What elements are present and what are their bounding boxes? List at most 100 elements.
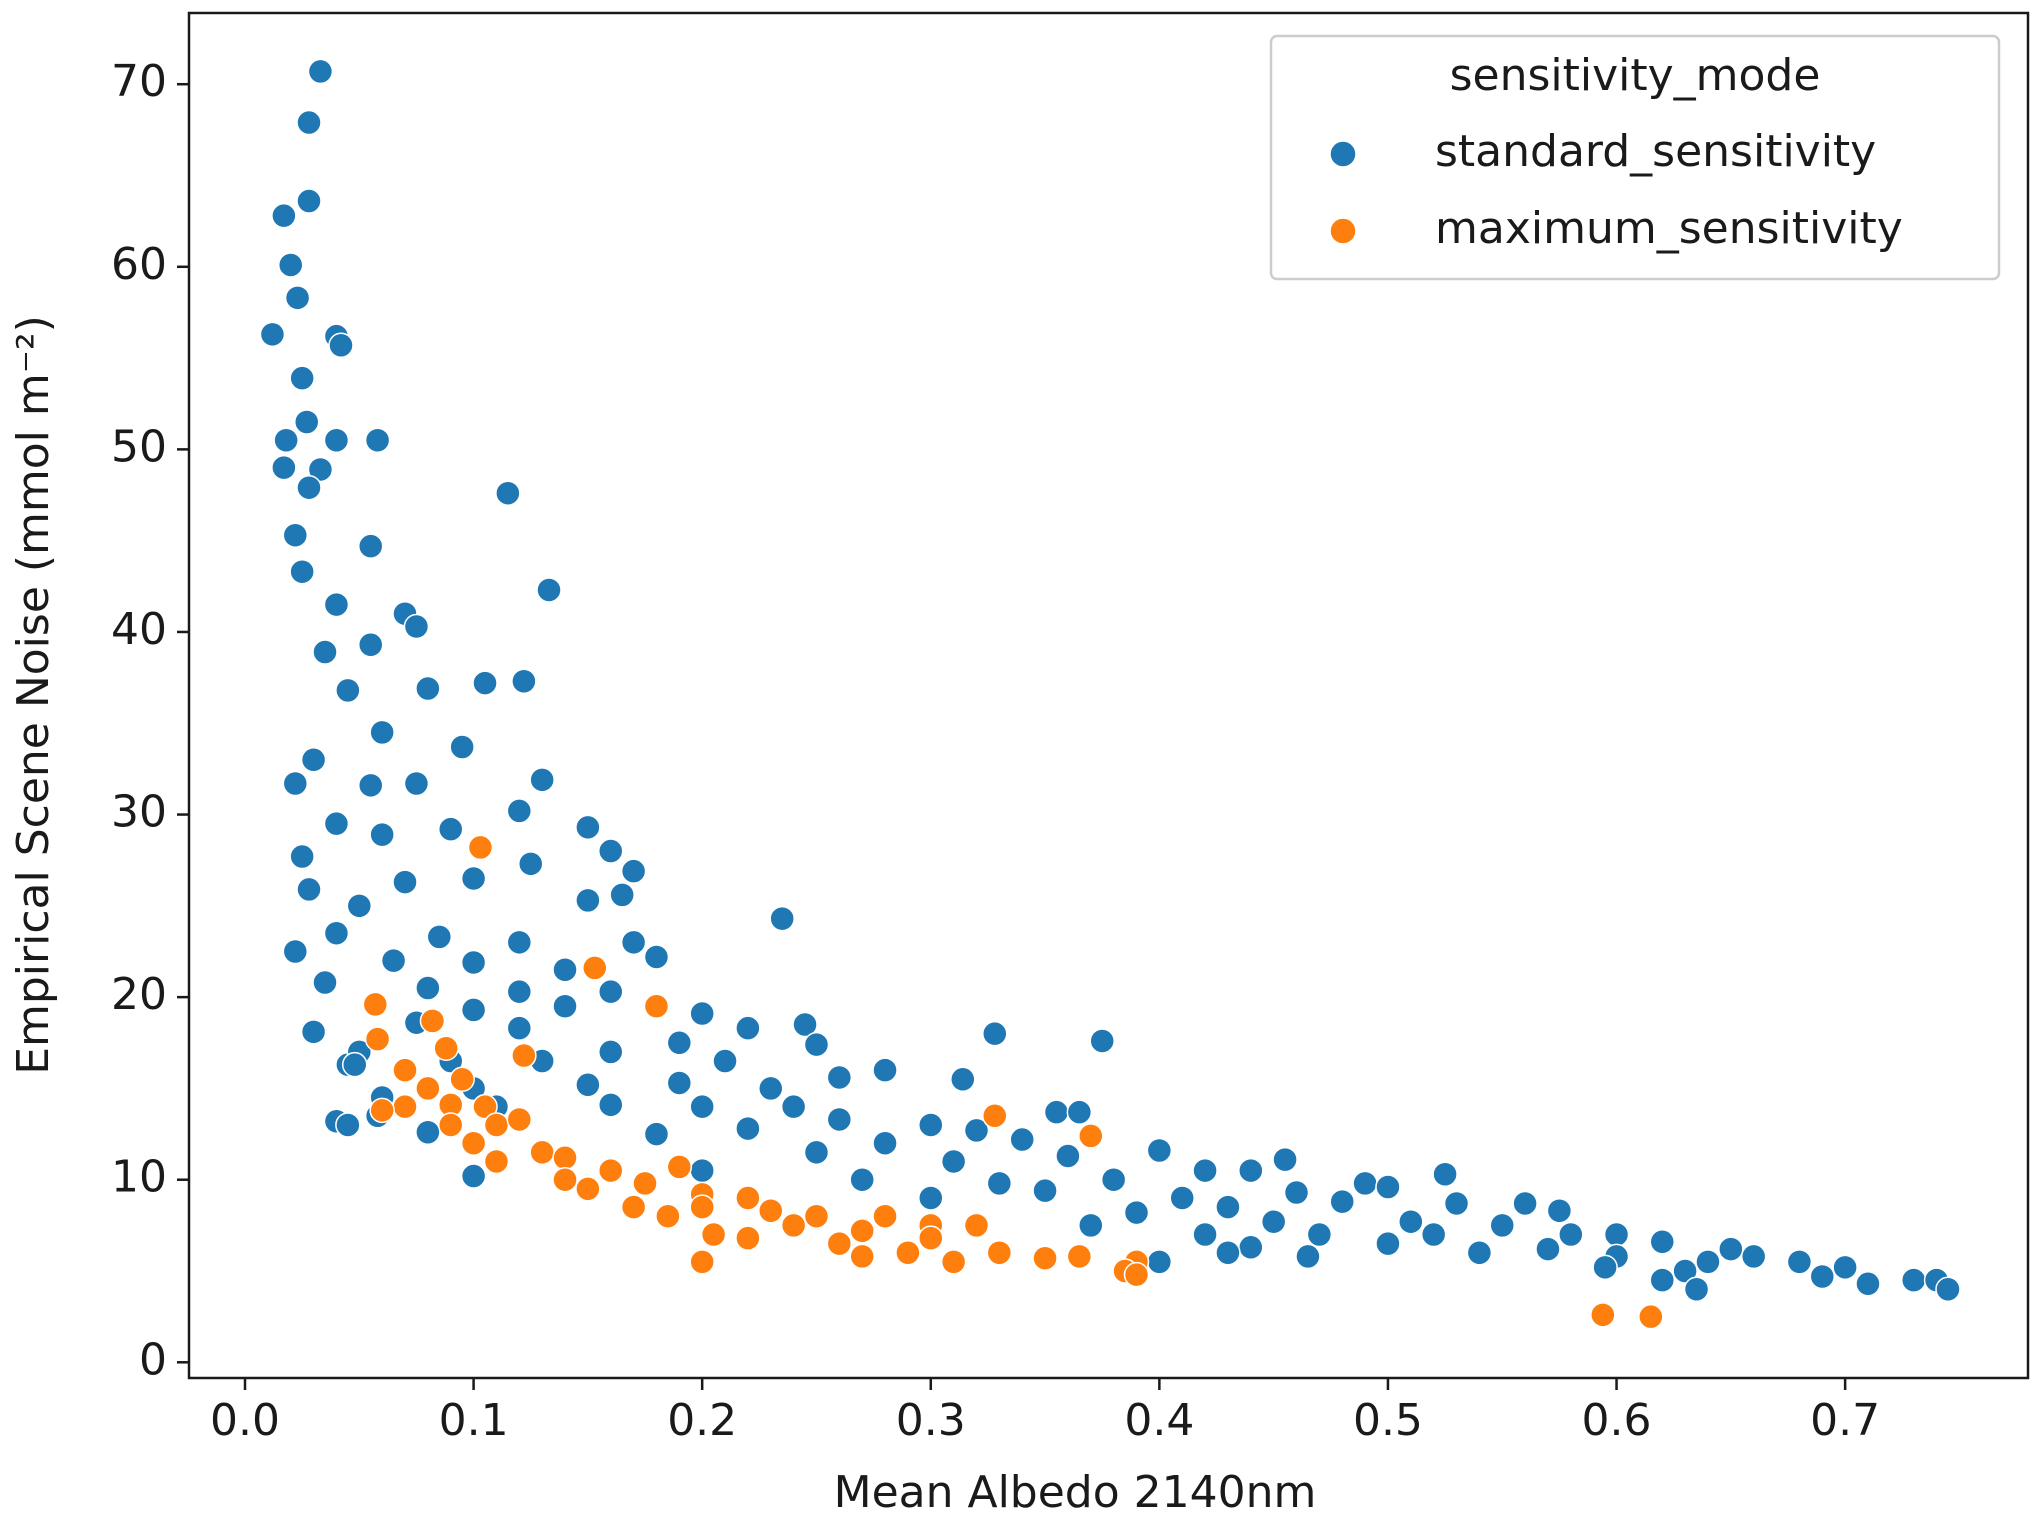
point (1123, 1261, 1150, 1288)
point (483, 1112, 510, 1138)
point (689, 1249, 715, 1275)
point (872, 1130, 898, 1156)
point (403, 770, 430, 797)
point (460, 1163, 487, 1189)
point (1089, 1028, 1115, 1054)
point (950, 1066, 976, 1093)
point (323, 920, 350, 946)
point (289, 843, 315, 870)
x-tick-label: 0.3 (896, 1395, 966, 1446)
point (511, 1042, 537, 1069)
x-tick-label: 0.5 (1353, 1395, 1423, 1446)
point (296, 876, 322, 903)
point (529, 767, 555, 793)
point (1375, 1230, 1401, 1257)
point (1512, 1190, 1538, 1217)
point (940, 1148, 967, 1175)
point (1100, 1166, 1127, 1193)
point (1192, 1157, 1218, 1184)
point (472, 1093, 498, 1120)
y-tick-label: 30 (111, 787, 167, 838)
legend-label: standard_sensitivity (1435, 126, 1876, 177)
point (1123, 1199, 1150, 1226)
point (1306, 1221, 1333, 1248)
point (1832, 1254, 1858, 1281)
point (323, 591, 350, 618)
point (426, 924, 453, 950)
legend-label: maximum_sensitivity (1435, 203, 1903, 254)
point (666, 1030, 693, 1056)
point (552, 1145, 578, 1171)
point (643, 944, 670, 970)
point (940, 1249, 967, 1275)
point (449, 734, 475, 760)
point (271, 202, 297, 229)
point (758, 1075, 784, 1102)
point (415, 1075, 441, 1102)
point (609, 882, 635, 908)
legend-box (1269, 34, 2001, 281)
point (1432, 1161, 1458, 1187)
point (963, 1117, 990, 1144)
point (307, 58, 334, 85)
point (1649, 1267, 1676, 1293)
point (1283, 1179, 1310, 1206)
point (1352, 1170, 1378, 1197)
point (1066, 1099, 1093, 1125)
point (1043, 1099, 1070, 1125)
point (369, 821, 395, 848)
point (620, 1194, 647, 1220)
point (895, 1239, 921, 1266)
point (1260, 1208, 1287, 1235)
y-tick-label: 70 (111, 56, 167, 107)
point (1603, 1221, 1630, 1248)
point (328, 332, 354, 359)
point (1558, 1221, 1584, 1248)
point (986, 1170, 1013, 1197)
point (362, 991, 389, 1018)
point (689, 1093, 715, 1120)
point (273, 427, 299, 453)
point (289, 365, 315, 391)
point (1592, 1254, 1618, 1281)
point (293, 409, 320, 435)
point (364, 1026, 391, 1052)
point (597, 838, 624, 864)
point (433, 1035, 459, 1062)
point (1169, 1185, 1195, 1211)
point (620, 929, 647, 956)
point (918, 1225, 944, 1251)
point (1192, 1221, 1218, 1248)
point (341, 1051, 368, 1078)
point (357, 533, 384, 559)
point (1809, 1263, 1836, 1290)
point (597, 1039, 624, 1065)
point (735, 1115, 761, 1142)
point (1329, 1188, 1355, 1215)
point (1489, 1212, 1515, 1239)
x-tick-label: 0.0 (210, 1395, 280, 1446)
point (643, 993, 670, 1020)
x-tick-label: 0.6 (1582, 1395, 1652, 1446)
point (1420, 1221, 1447, 1248)
point (472, 670, 498, 696)
point (1683, 1276, 1710, 1303)
point (552, 993, 578, 1020)
x-tick-label: 0.7 (1810, 1395, 1880, 1446)
point (449, 1066, 475, 1093)
point (282, 770, 309, 797)
point (300, 747, 327, 773)
point (758, 1198, 784, 1224)
point (1398, 1208, 1424, 1235)
point (689, 1000, 715, 1027)
point (511, 668, 537, 695)
point (849, 1166, 875, 1193)
point (575, 814, 601, 841)
point (277, 252, 304, 278)
point (517, 851, 544, 877)
point (689, 1194, 715, 1220)
point (780, 1093, 807, 1120)
point (536, 577, 562, 603)
point (323, 427, 350, 453)
point (1238, 1157, 1264, 1184)
